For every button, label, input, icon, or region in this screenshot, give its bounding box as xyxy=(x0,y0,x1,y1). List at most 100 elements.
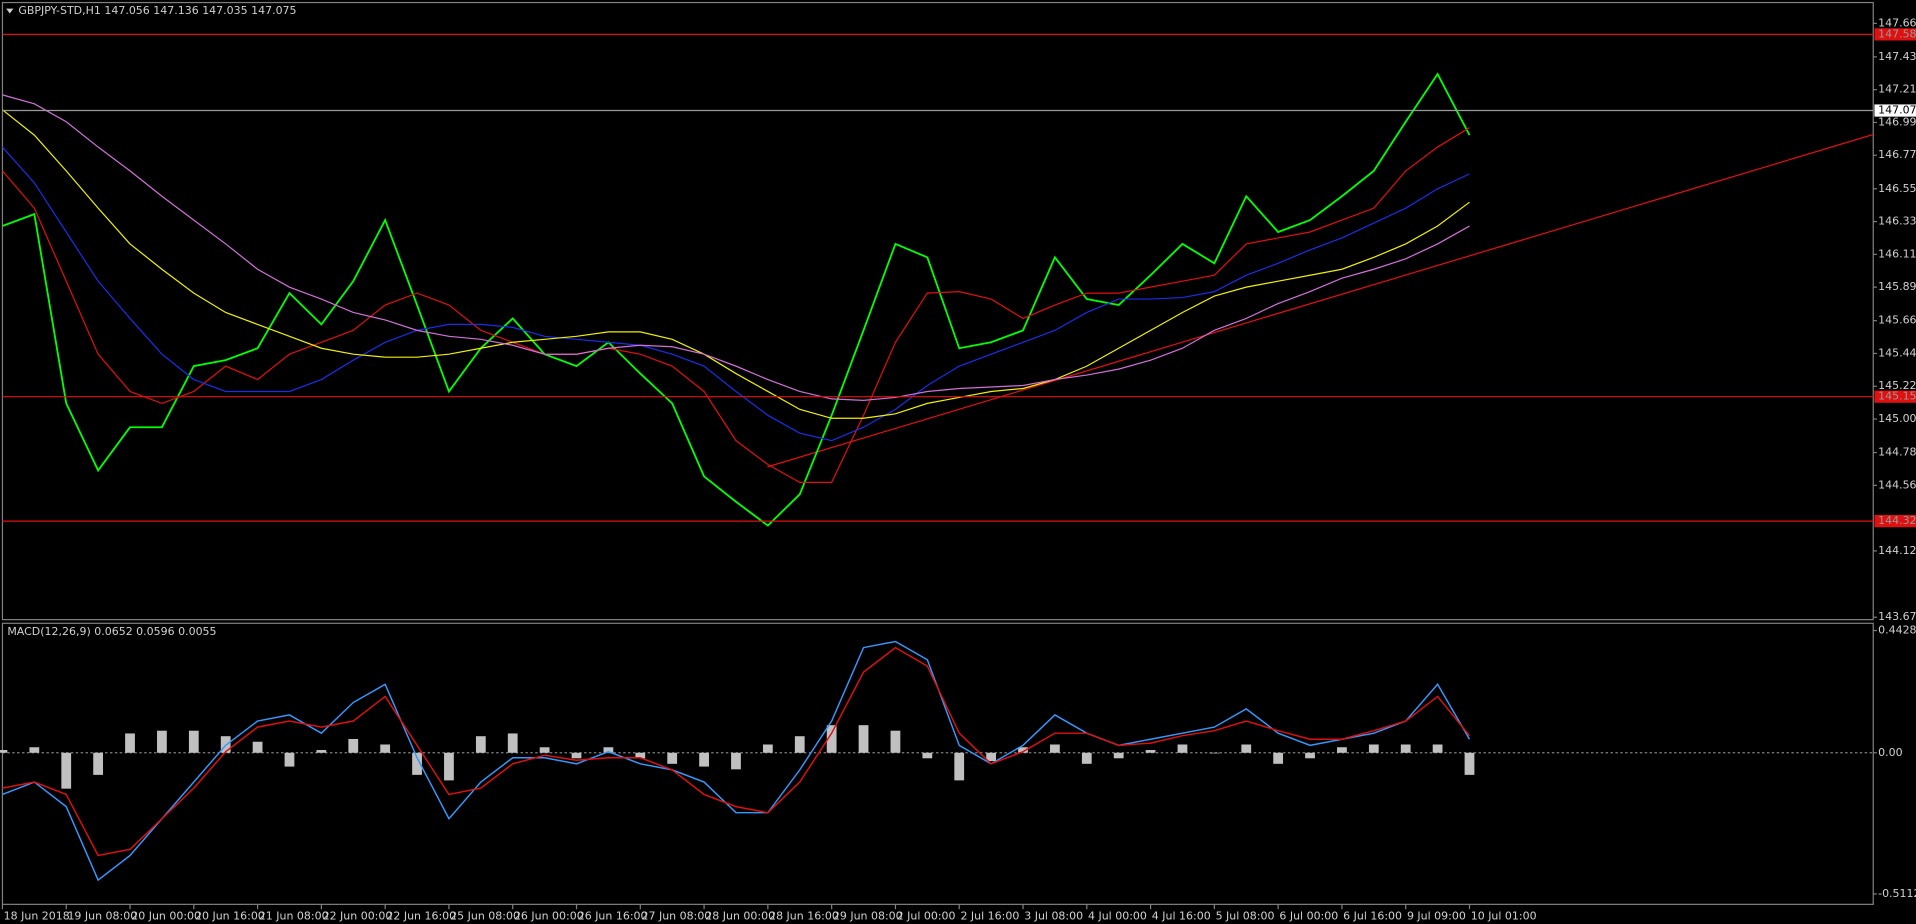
histogram-bar xyxy=(61,752,72,789)
x-tick-label: 25 Jun 08:00 xyxy=(450,910,520,923)
y-tick-label: 146.330 xyxy=(1878,215,1916,228)
level-label: 147.586 xyxy=(1878,27,1916,40)
y-tick-label: 145.665 xyxy=(1878,314,1916,327)
histogram-bar xyxy=(571,752,582,759)
y-tick-label: 146.995 xyxy=(1878,115,1916,128)
histogram-bar xyxy=(284,752,295,767)
y-tick-label: 144.780 xyxy=(1878,446,1916,459)
histogram-bar xyxy=(826,725,837,753)
moving-average xyxy=(1,146,1470,442)
y-tick-label: 144.560 xyxy=(1878,478,1916,491)
price-line xyxy=(2,72,1471,527)
histogram-bar xyxy=(1432,744,1443,753)
level-box xyxy=(1874,515,1916,528)
price-label: 147.075 xyxy=(1878,104,1916,117)
y-tick-label: 0.00 xyxy=(1878,746,1902,759)
level-label: 145.155 xyxy=(1878,390,1916,403)
x-tick-label: 28 Jun 00:00 xyxy=(705,910,775,923)
histogram-bar xyxy=(858,725,869,753)
indicator-title: MACD(12,26,9) 0.0652 0.0596 0.0055 xyxy=(7,625,216,638)
trend-line xyxy=(767,133,1874,468)
x-tick-label: 2 Jul 00:00 xyxy=(897,910,956,923)
x-tick-label: 9 Jul 09:00 xyxy=(1407,910,1466,923)
histogram-bar xyxy=(890,730,901,753)
histogram-bar xyxy=(1209,752,1220,754)
histogram-bar xyxy=(1400,744,1411,753)
histogram-bar xyxy=(188,730,199,753)
x-tick-label: 19 Jun 08:00 xyxy=(67,910,137,923)
indicator-line xyxy=(2,646,1471,857)
histogram-bar xyxy=(444,752,454,781)
histogram-bar xyxy=(1368,744,1379,753)
x-tick-label: 10 Jul 01:00 xyxy=(1471,910,1537,923)
y-tick-label: 145.890 xyxy=(1878,280,1916,293)
level-box xyxy=(1874,28,1916,41)
y-tick-label: 147.215 xyxy=(1878,83,1916,96)
histogram-bar xyxy=(794,736,805,753)
histogram-bar xyxy=(0,750,8,753)
x-tick-label: 22 Jun 00:00 xyxy=(323,910,393,923)
x-tick-label: 6 Jul 00:00 xyxy=(1279,910,1338,923)
histogram-bar xyxy=(93,752,104,775)
moving-average xyxy=(1,127,1470,483)
level-box xyxy=(1874,390,1916,403)
x-tick-label: 28 Jun 16:00 xyxy=(769,910,839,923)
histogram-bar xyxy=(986,752,997,762)
histogram-bar xyxy=(1241,744,1252,753)
histogram-bar xyxy=(412,752,422,775)
x-tick-label: 4 Jul 00:00 xyxy=(1088,910,1147,923)
histogram-bar xyxy=(1337,747,1347,753)
y-tick-label: 146.775 xyxy=(1878,148,1916,161)
x-tick-label: 4 Jul 16:00 xyxy=(1152,910,1211,923)
histogram-bar xyxy=(1050,744,1060,753)
y-tick-label: 145.445 xyxy=(1878,346,1916,359)
chart-title: GBPJPY-STD,H1 147.056 147.136 147.035 14… xyxy=(18,4,296,17)
x-tick-label: 6 Jul 16:00 xyxy=(1343,910,1402,923)
y-tick-label: 147.435 xyxy=(1878,50,1916,63)
histogram-bar xyxy=(922,752,933,759)
x-tick-label: 20 Jun 16:00 xyxy=(195,910,265,923)
y-tick-label: 147.660 xyxy=(1878,16,1916,29)
histogram-bar xyxy=(475,736,486,753)
menu-arrow[interactable] xyxy=(6,8,14,14)
histogram-bar xyxy=(731,752,741,770)
y-tick-label: 144.120 xyxy=(1878,544,1916,557)
y-tick-label: 146.110 xyxy=(1878,247,1916,260)
macd-pane xyxy=(1,622,1874,905)
x-tick-label: 27 Jun 08:00 xyxy=(642,910,712,923)
histogram-bar xyxy=(762,744,773,753)
y-tick-label: 145.005 xyxy=(1878,412,1916,425)
histogram-bar xyxy=(667,752,678,764)
x-tick-label: 26 Jun 16:00 xyxy=(578,910,648,923)
histogram-bar xyxy=(380,744,391,753)
y-tick-label: 143.675 xyxy=(1878,610,1916,623)
histogram-bar xyxy=(348,738,359,753)
histogram-bar xyxy=(1081,752,1092,764)
y-tick-label: 146.550 xyxy=(1878,182,1916,195)
x-tick-label: 20 Jun 00:00 xyxy=(131,910,201,923)
histogram-bar xyxy=(1113,752,1124,759)
histogram-bar xyxy=(954,752,965,781)
x-tick-label: 26 Jun 00:00 xyxy=(514,910,584,923)
moving-average xyxy=(2,109,1470,419)
x-tick-label: 2 Jul 16:00 xyxy=(960,910,1019,923)
histogram-bar xyxy=(699,752,709,767)
level-label: 144.320 xyxy=(1878,514,1916,527)
x-tick-label: 29 Jun 08:00 xyxy=(833,910,903,923)
histogram-bar xyxy=(603,747,614,753)
x-tick-label: 22 Jun 16:00 xyxy=(386,910,456,923)
histogram-bar xyxy=(635,752,646,759)
histogram-bar xyxy=(125,733,135,753)
histogram-bar xyxy=(539,747,550,753)
y-tick-label: 145.225 xyxy=(1878,379,1916,392)
histogram-bar xyxy=(507,733,518,753)
x-tick-label: 18 Jun 2018 xyxy=(4,910,70,923)
histogram-bar xyxy=(1145,750,1156,753)
y-tick-label: -0.5112 xyxy=(1878,887,1916,900)
histogram-bar xyxy=(1464,752,1475,775)
histogram-bar xyxy=(1177,744,1188,753)
histogram-bar xyxy=(316,750,327,753)
histogram-bar xyxy=(252,741,263,753)
